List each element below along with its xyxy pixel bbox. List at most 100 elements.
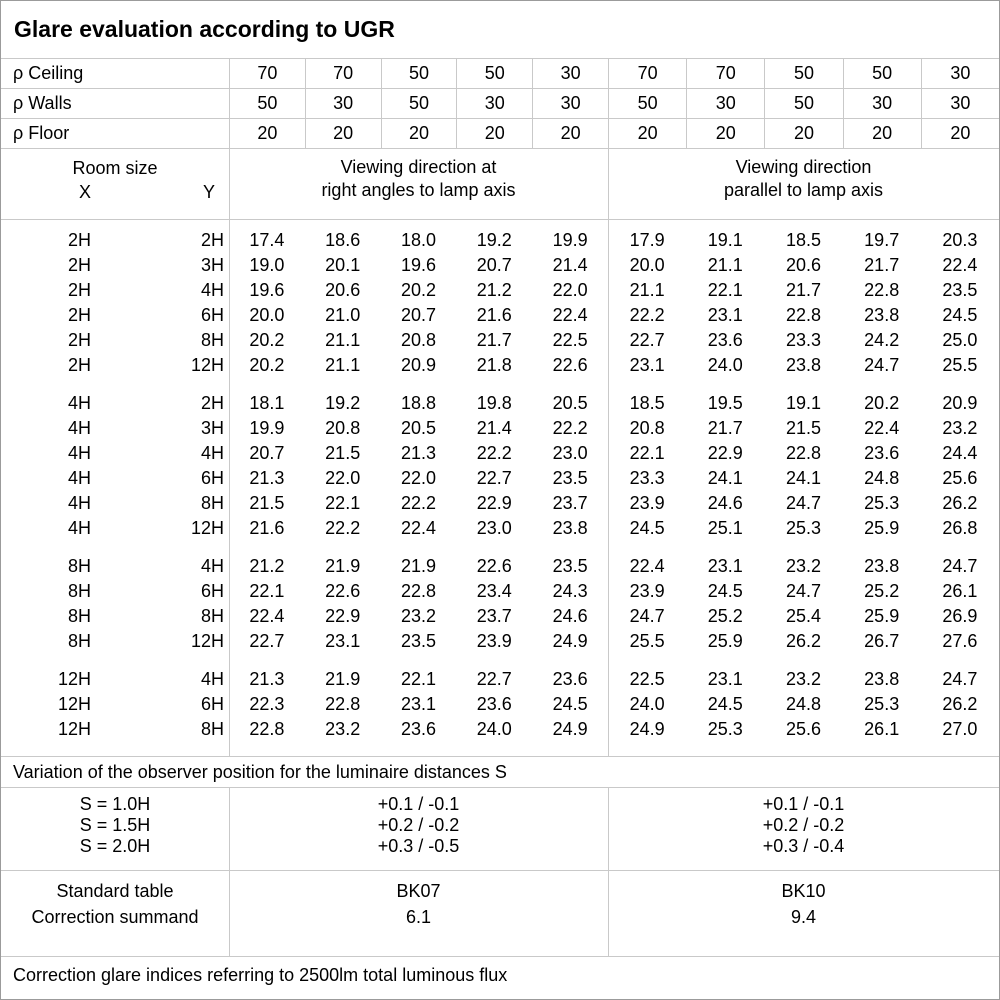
ugr-value-parallel: 22.4 <box>629 556 665 576</box>
s-label: S = 1.5H <box>79 815 151 835</box>
reflectance-row: ρ Ceiling 70 70 50 50 30 70 70 50 50 30 <box>1 59 999 89</box>
ugr-value-right-angles: 23.5 <box>552 468 588 488</box>
room-x-value: 12H <box>57 694 91 714</box>
ugr-value-right-angles: 20.8 <box>325 418 361 438</box>
reflectance-value: 30 <box>686 89 764 118</box>
ugr-value-right-angles: 20.2 <box>249 330 285 350</box>
viewing-direction-left-line2: right angles to lamp axis <box>321 180 516 200</box>
ugr-value-parallel: 25.1 <box>707 518 743 538</box>
ugr-value-parallel: 19.1 <box>785 393 822 413</box>
room-x-value: 8H <box>67 556 91 576</box>
ugr-value-right-angles: 19.9 <box>552 230 588 250</box>
ugr-value-parallel: 23.8 <box>864 669 900 689</box>
ugr-value-right-angles: 22.8 <box>249 719 285 739</box>
standard-value-left: BK07 <box>396 881 441 901</box>
divider-half-columns <box>608 788 609 870</box>
ugr-value-right-angles: 19.6 <box>249 280 285 300</box>
ugr-value-right-angles: 22.6 <box>476 556 512 576</box>
ugr-value-parallel: 24.5 <box>629 518 665 538</box>
reflectance-label: ρ Ceiling <box>13 63 84 83</box>
room-size-cell: 4H 2H <box>1 391 229 416</box>
data-half: 20.7 21.5 21.3 22.2 23.0 <box>229 441 608 466</box>
room-x-value: 2H <box>67 355 91 375</box>
standard-table-block: Standard table Correction summand BK07 6.1… <box>1 871 999 957</box>
ugr-value-right-angles: 22.5 <box>552 330 588 350</box>
reflectance-value: 30 <box>304 89 381 118</box>
ugr-value-right-angles: 21.6 <box>249 518 285 538</box>
ugr-value-right-angles: 22.2 <box>476 443 512 463</box>
reflectance-value: 20 <box>686 119 764 148</box>
ugr-value-right-angles: 23.0 <box>552 443 588 463</box>
data-half: 20.2 21.1 20.8 21.7 22.5 <box>229 328 608 353</box>
reflectance-value: 30 <box>532 89 608 118</box>
room-y-value: 2H <box>200 393 224 413</box>
ugr-value-right-angles: 20.5 <box>552 393 588 413</box>
ugr-value-right-angles: 21.3 <box>249 468 285 488</box>
ugr-value-parallel: 24.6 <box>707 493 743 513</box>
ugr-value-parallel: 22.7 <box>629 330 665 350</box>
page-title: Glare evaluation according to UGR <box>1 1 999 59</box>
room-y-value: 12H <box>190 631 224 651</box>
s-labels: S = 1.0H S = 1.5H S = 2.0H <box>1 794 229 857</box>
ugr-value-parallel: 26.2 <box>942 493 978 513</box>
data-half: 17.4 18.6 18.0 19.2 19.9 <box>229 228 608 253</box>
data-half: 24.9 25.3 25.6 26.1 27.0 <box>608 717 999 742</box>
ugr-value-right-angles: 21.7 <box>476 330 512 350</box>
ugr-value-right-angles: 20.9 <box>400 355 437 375</box>
data-row: 4H 12H 21.6 22.2 22.4 23.0 23.8 24.5 25.1 25.3 25.… <box>1 516 999 541</box>
reflectance-value: 70 <box>304 59 381 88</box>
ugr-value-right-angles: 21.9 <box>325 669 361 689</box>
ugr-value-parallel: 17.9 <box>629 230 665 250</box>
room-y-value: 3H <box>200 418 224 438</box>
s-left-values: +0.1 / -0.1 +0.2 / -0.2 +0.3 / -0.5 <box>229 794 608 857</box>
data-half: 22.1 22.6 22.8 23.4 24.3 <box>229 579 608 604</box>
reflectance-value: 30 <box>920 89 999 118</box>
ugr-value-right-angles: 22.9 <box>476 493 512 513</box>
reflectance-half: 20 20 20 20 20 <box>608 119 999 148</box>
room-x-value: 8H <box>67 631 91 651</box>
room-y-value: 4H <box>200 669 224 689</box>
ugr-value-parallel: 25.5 <box>629 631 665 651</box>
standard-value-right: 9.4 <box>790 907 817 927</box>
reflectance-half: 70 70 50 50 30 <box>608 59 999 88</box>
ugr-value-parallel: 23.9 <box>629 493 665 513</box>
room-x-value: 8H <box>67 581 91 601</box>
ugr-value-parallel: 26.1 <box>864 719 900 739</box>
ugr-value-parallel: 23.1 <box>707 669 743 689</box>
std-labels: Standard table Correction summand <box>1 878 229 930</box>
ugr-value-right-angles: 22.7 <box>476 468 512 488</box>
data-half: 17.9 19.1 18.5 19.7 20.3 <box>608 228 999 253</box>
ugr-value-parallel: 23.8 <box>864 556 900 576</box>
reflectance-value: 30 <box>842 89 921 118</box>
ugr-value-parallel: 26.1 <box>942 581 978 601</box>
reflectance-value: 20 <box>532 119 608 148</box>
ugr-value-parallel: 24.7 <box>864 355 900 375</box>
ugr-value-right-angles: 23.6 <box>476 694 512 714</box>
ugr-value-parallel: 21.7 <box>864 255 900 275</box>
standard-value-right: BK10 <box>781 881 826 901</box>
ugr-value-right-angles: 21.5 <box>325 443 361 463</box>
ugr-value-parallel: 23.8 <box>785 355 822 375</box>
viewing-direction-right-header: Viewing direction parallel to lamp axis <box>608 149 999 219</box>
room-x-value: 8H <box>67 606 91 626</box>
ugr-value-parallel: 25.6 <box>942 468 978 488</box>
ugr-value-right-angles: 23.6 <box>400 719 437 739</box>
room-x-value: 2H <box>67 330 91 350</box>
ugr-value-right-angles: 22.7 <box>476 669 512 689</box>
room-size-cell: 12H 8H <box>1 717 229 742</box>
ugr-value-right-angles: 19.8 <box>476 393 512 413</box>
ugr-value-right-angles: 20.5 <box>400 418 437 438</box>
ugr-value-right-angles: 23.1 <box>400 694 437 714</box>
data-groups: 2H 2H 17.4 18.6 18.0 19.2 19.9 17.9 19.1 18.5 19.7… <box>1 228 999 742</box>
data-half: 20.0 21.0 20.7 21.6 22.4 <box>229 303 608 328</box>
data-group: 2H 2H 17.4 18.6 18.0 19.2 19.9 17.9 19.1 18.5 19.7… <box>1 228 999 378</box>
data-row: 4H 4H 20.7 21.5 21.3 22.2 23.0 22.1 22.9 22.8 23.6… <box>1 441 999 466</box>
data-half: 23.1 24.0 23.8 24.7 25.5 <box>608 353 999 378</box>
room-size-cell: 8H 8H <box>1 604 229 629</box>
reflectance-value: 70 <box>686 59 764 88</box>
divider-label-column <box>229 871 230 956</box>
room-y-value: 12H <box>190 355 224 375</box>
ugr-value-right-angles: 23.1 <box>325 631 361 651</box>
ugr-value-right-angles: 21.1 <box>325 330 361 350</box>
